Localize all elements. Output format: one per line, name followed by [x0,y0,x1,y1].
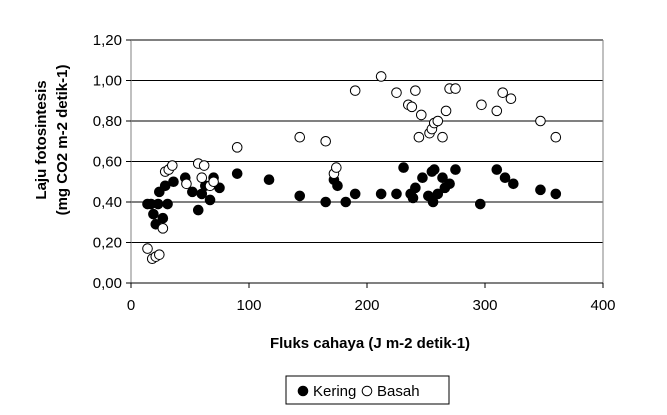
y-tick-label-0: 0,00 [93,275,122,292]
point-kering-38 [437,172,448,183]
point-kering-46 [535,184,546,196]
point-kering-24 [340,196,352,208]
point-basah-35 [476,99,487,111]
data-points [142,71,562,265]
point-basah-16 [320,135,332,147]
point-kering-20 [294,190,306,202]
point-basah-36 [491,105,503,117]
point-basah-0 [142,243,153,254]
point-kering-15 [204,194,216,206]
axes [126,39,604,288]
point-kering-42 [474,198,486,210]
point-kering-32 [417,172,428,183]
point-kering-18 [231,168,243,179]
point-basah-39 [535,115,546,127]
point-kering-28 [398,162,409,173]
legend: Kering Basah [285,375,450,405]
point-kering-43 [491,164,503,175]
point-basah-37 [497,87,509,98]
point-kering-40 [444,178,455,190]
y-tick-label-3: 0,60 [93,154,122,171]
point-kering-31 [410,182,421,194]
y-axis-title-line2: (mg CO2 m-2 detik-1) [54,65,71,216]
y-axis-title: Laju fotosintesis (mg CO2 m-2 detik-1) [33,65,71,216]
point-kering-7 [159,180,171,192]
y-tick-label-5: 1,00 [93,73,122,90]
legend-label-kering: Kering [313,383,356,400]
y-tick-label-1: 0,20 [93,235,122,252]
point-basah-18 [331,162,342,173]
y-axis-title-line1: Laju fotosintesis [33,80,50,199]
point-kering-26 [375,188,387,200]
point-kering-27 [391,188,402,200]
legend-label-basah: Basah [377,383,420,400]
point-basah-23 [406,101,418,113]
point-kering-9 [168,176,179,188]
point-kering-6 [157,212,169,224]
x-tick-label-4: 400 [590,297,615,314]
point-basah-7 [167,160,178,171]
point-basah-34 [450,83,461,94]
point-basah-4 [157,223,169,234]
point-kering-4 [152,198,164,210]
point-kering-36 [428,164,440,175]
legend-marker-basah [361,385,373,397]
y-tick-label-2: 0,40 [93,194,122,211]
point-basah-8 [181,178,192,190]
point-basah-25 [413,131,425,143]
point-kering-2 [148,208,159,220]
point-kering-41 [450,164,461,175]
point-basah-30 [432,115,444,127]
point-kering-21 [320,196,332,208]
y-tick-label-6: 1,20 [93,32,122,49]
point-kering-11 [187,186,198,198]
tick-labels: 0,00 0,20 0,40 0,60 0,80 1,00 1,20 0 100 200 300 40… [93,32,616,314]
point-kering-19 [263,174,275,186]
point-kering-47 [550,188,562,200]
x-axis-title: Fluks cahaya (J m-2 detik-1) [270,335,470,352]
legend-marker-kering [297,385,309,397]
point-basah-24 [410,85,421,96]
point-basah-15 [294,131,306,143]
point-basah-10 [196,172,208,183]
point-kering-30 [407,192,419,204]
point-basah-40 [550,131,562,143]
point-basah-38 [505,93,517,105]
point-basah-14 [231,142,243,153]
point-kering-25 [349,188,361,200]
point-kering-37 [432,188,444,200]
point-basah-11 [198,160,210,171]
point-basah-26 [415,109,427,121]
point-basah-3 [154,249,165,260]
point-kering-23 [332,180,343,192]
point-kering-35 [427,196,439,208]
point-basah-20 [375,71,387,82]
point-kering-12 [192,204,204,216]
point-basah-13 [208,176,219,188]
y-tick-label-4: 0,80 [93,113,122,130]
point-kering-8 [162,198,173,210]
x-tick-label-1: 100 [236,297,261,314]
x-tick-label-2: 200 [354,297,379,314]
x-tick-label-0: 0 [127,297,135,314]
point-kering-44 [499,172,511,183]
x-tick-label-3: 300 [472,297,497,314]
point-basah-19 [349,85,361,96]
point-basah-32 [440,105,452,117]
point-kering-45 [508,178,519,190]
point-basah-31 [437,131,448,143]
point-basah-21 [391,87,402,98]
